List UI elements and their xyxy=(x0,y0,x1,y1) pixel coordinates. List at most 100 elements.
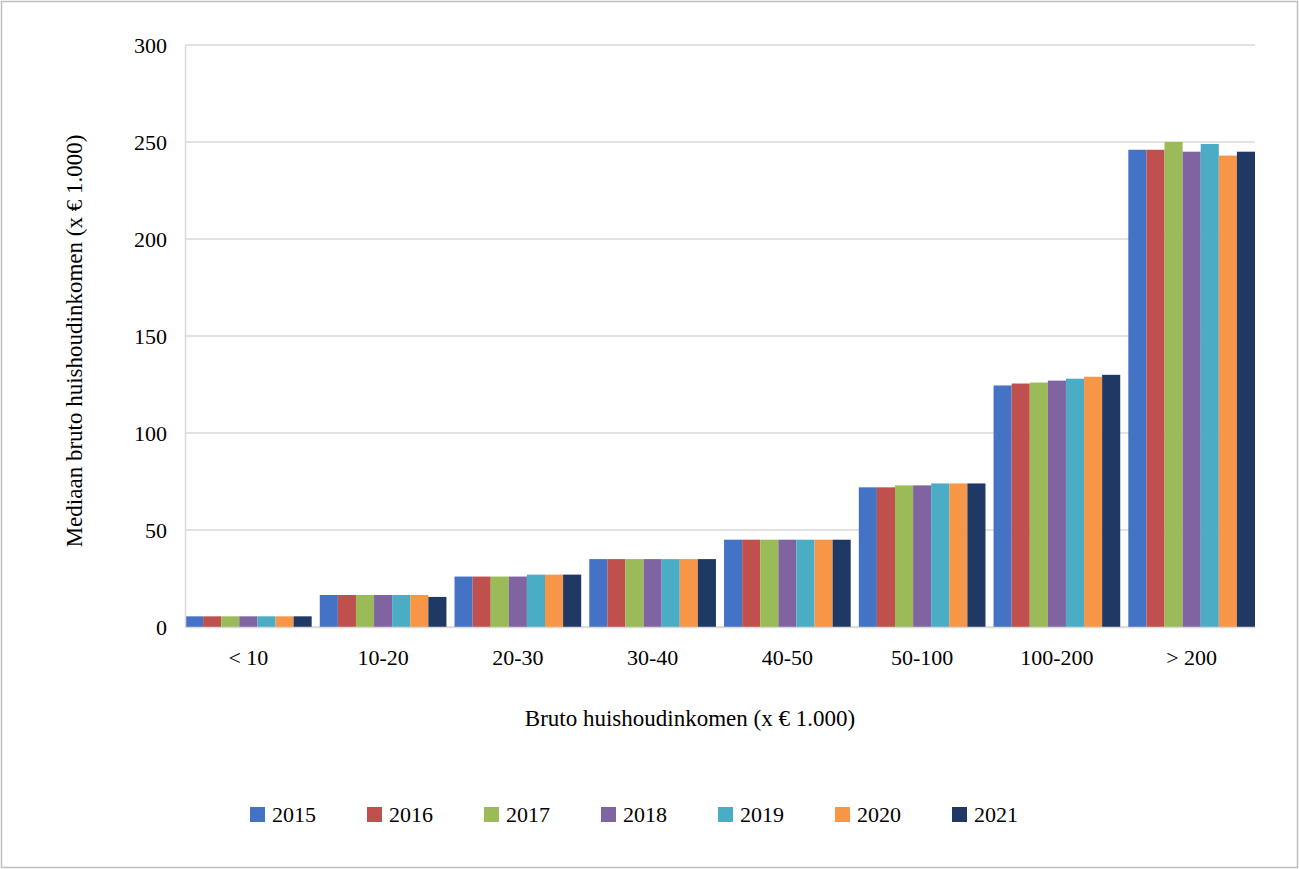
legend-item: 2019 xyxy=(718,802,784,827)
y-tick: 0 xyxy=(156,615,185,640)
plot: 0 50 100 150 200 250 300 < 10 10-20 20-30 30-40 40-… xyxy=(134,33,1256,670)
bar xyxy=(833,540,851,627)
bar xyxy=(698,559,716,627)
x-tick-label: > 200 xyxy=(1166,645,1217,670)
y-tick-label: 200 xyxy=(134,227,167,252)
bar-series xyxy=(275,156,1236,627)
bar-series xyxy=(239,152,1200,627)
y-tick: 300 xyxy=(134,33,185,58)
bar-series xyxy=(257,144,1218,627)
chart-frame xyxy=(2,2,1298,868)
bar xyxy=(455,577,473,627)
grid-line xyxy=(185,44,1255,46)
legend-swatch xyxy=(952,807,967,822)
legend-label: 2016 xyxy=(389,802,433,827)
bar xyxy=(1165,142,1183,627)
x-tick-label: 30-40 xyxy=(627,645,678,670)
y-axis: 0 50 100 150 200 250 300 xyxy=(134,33,186,640)
x-tick: 40-50 xyxy=(762,627,813,670)
bar xyxy=(545,575,563,627)
bar xyxy=(913,485,931,627)
bar xyxy=(1128,150,1146,627)
legend-swatch xyxy=(484,807,499,822)
bar xyxy=(1102,375,1120,627)
legend-swatch xyxy=(718,807,733,822)
legend: 2015 2016 2017 2018 2019 2020 2021 xyxy=(250,802,1018,827)
y-tick: 50 xyxy=(145,518,185,543)
x-axis: < 10 10-20 20-30 30-40 40-50 50-100 100-200 > 2… xyxy=(186,627,1256,670)
bar xyxy=(239,616,257,627)
bar xyxy=(895,485,913,627)
bar xyxy=(949,483,967,627)
bar xyxy=(662,559,680,627)
grid-line xyxy=(185,335,1255,337)
bar xyxy=(1084,377,1102,627)
bar xyxy=(338,595,356,627)
y-axis-title: Mediaan bruto huishoudinkomen (x € 1.000… xyxy=(62,135,87,548)
bar xyxy=(320,595,338,627)
bar-series xyxy=(185,150,1146,627)
bar xyxy=(428,597,446,627)
bar xyxy=(1219,156,1237,627)
bar xyxy=(859,487,877,627)
bar-series xyxy=(203,150,1164,627)
y-tick-label: 250 xyxy=(134,130,167,155)
bar xyxy=(473,577,491,627)
bar xyxy=(1146,150,1164,627)
legend-label: 2019 xyxy=(740,802,784,827)
bar xyxy=(294,616,312,627)
legend-swatch xyxy=(601,807,616,822)
legend-item: 2017 xyxy=(484,802,550,827)
bar xyxy=(257,616,275,627)
bar xyxy=(625,559,643,627)
y-tick: 150 xyxy=(134,324,185,349)
bar xyxy=(392,595,410,627)
legend-item: 2016 xyxy=(367,802,433,827)
grid xyxy=(185,45,1255,627)
y-tick-label: 300 xyxy=(134,33,167,58)
bar xyxy=(644,559,662,627)
bar xyxy=(742,540,760,627)
x-tick: 50-100 xyxy=(891,627,953,670)
bar xyxy=(724,540,742,627)
x-tick: 20-30 xyxy=(492,627,543,670)
bar xyxy=(796,540,814,627)
legend-label: 2020 xyxy=(857,802,901,827)
bar xyxy=(680,559,698,627)
bar xyxy=(589,559,607,627)
x-tick: < 10 xyxy=(228,627,268,670)
x-tick-label: < 10 xyxy=(228,645,268,670)
bar xyxy=(1066,379,1084,627)
bar xyxy=(410,595,428,627)
grid-line xyxy=(185,141,1255,143)
bar xyxy=(931,483,949,627)
bar xyxy=(994,385,1012,627)
x-tick: > 200 xyxy=(1166,627,1217,670)
bar xyxy=(1012,384,1030,627)
bars xyxy=(185,142,1255,627)
y-tick: 250 xyxy=(134,130,185,155)
x-tick-label: 100-200 xyxy=(1020,645,1093,670)
bar xyxy=(967,483,985,627)
bar-series xyxy=(221,142,1182,627)
y-tick-label: 50 xyxy=(145,518,167,543)
x-tick-label: 40-50 xyxy=(762,645,813,670)
bar xyxy=(778,540,796,627)
legend-item: 2020 xyxy=(835,802,901,827)
y-tick-label: 0 xyxy=(156,615,167,640)
bar xyxy=(1237,152,1255,627)
legend-item: 2018 xyxy=(601,802,667,827)
bar xyxy=(1183,152,1201,627)
x-axis-title: Bruto huishoudinkomen (x € 1.000) xyxy=(525,706,855,731)
grid-line xyxy=(185,238,1255,240)
bar xyxy=(275,616,293,627)
chart: 0 50 100 150 200 250 300 < 10 10-20 20-30 30-40 40-… xyxy=(0,0,1299,869)
x-tick: 10-20 xyxy=(357,627,408,670)
legend-swatch xyxy=(367,807,382,822)
bar xyxy=(760,540,778,627)
bar xyxy=(527,575,545,627)
y-tick-label: 100 xyxy=(134,421,167,446)
legend-label: 2021 xyxy=(974,802,1018,827)
legend-label: 2015 xyxy=(272,802,316,827)
legend-swatch xyxy=(250,807,265,822)
